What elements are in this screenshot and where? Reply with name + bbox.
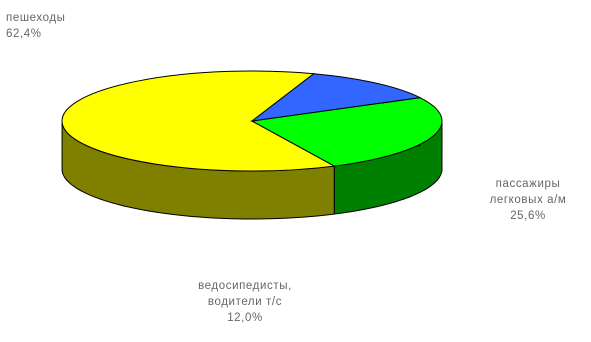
- slice-label-car-passengers: пассажиры легковых а/м 25,6%: [468, 176, 588, 224]
- slice-value-label: 25,6%: [510, 210, 546, 222]
- slice-label-line: пешеходы: [6, 12, 66, 24]
- pie-slice-2: [250, 73, 422, 122]
- pie-slice-0: [61, 70, 336, 172]
- slice-value-label: 62,4%: [6, 28, 42, 40]
- slice-label-line: легковых а/м: [489, 194, 567, 206]
- pie-tops: [61, 70, 443, 172]
- slice-label-line: ведосипедисты,: [198, 280, 292, 292]
- slice-label-cyclists-drivers: ведосипедисты, водители т/с 12,0%: [170, 278, 320, 326]
- slice-value-label: 12,0%: [227, 312, 263, 324]
- slice-label-line: пассажиры: [495, 178, 561, 190]
- slice-label-pedestrians: пешеходы 62,4%: [6, 10, 66, 42]
- slice-label-line: водители т/с: [207, 296, 283, 308]
